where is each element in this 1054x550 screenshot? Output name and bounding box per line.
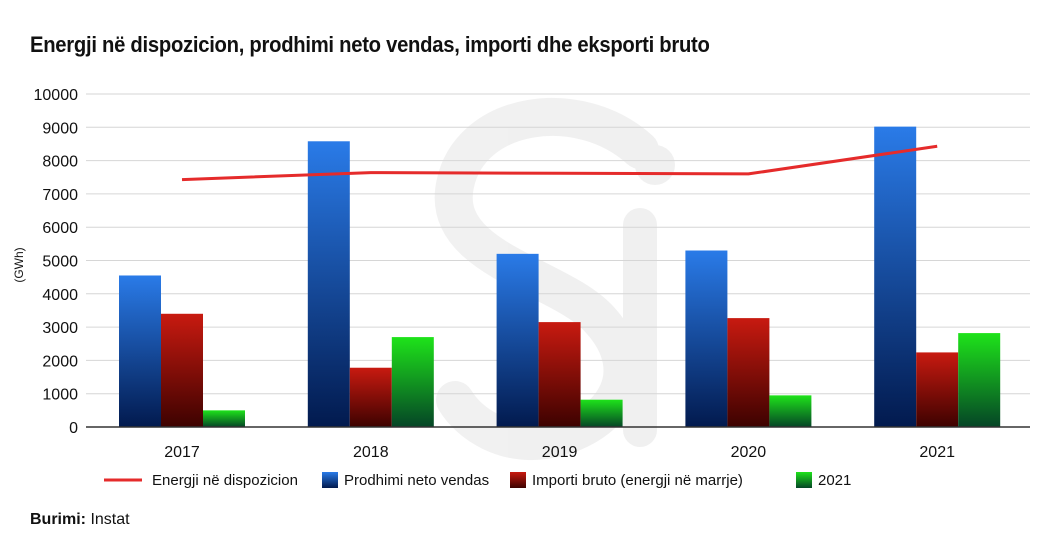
y-tick-label: 8000 [42, 154, 78, 171]
bar-prodhimi [307, 141, 350, 427]
bar-prodhimi [119, 275, 161, 427]
y-tick-label: 10000 [34, 87, 79, 104]
bar-importi [727, 318, 770, 427]
chart-title: Energji në dispozicion, prodhimi neto ve… [30, 32, 710, 57]
bar-series-2021 [580, 399, 623, 427]
y-tick-label: 9000 [42, 120, 78, 137]
bar-series-2021 [769, 395, 812, 427]
legend-swatch [510, 472, 526, 488]
y-tick-label: 7000 [42, 187, 78, 204]
y-tick-label: 4000 [42, 287, 78, 304]
bar-importi [349, 367, 392, 427]
x-tick-label: 2018 [353, 444, 389, 461]
x-tick-label: 2020 [731, 444, 767, 461]
legend-label: Energji në dispozicion [152, 472, 298, 489]
source-label: Burimi: [30, 511, 86, 528]
y-tick-label: 2000 [42, 353, 78, 370]
x-tick-label: 2021 [919, 444, 955, 461]
source-value: Instat [90, 511, 130, 528]
y-tick-label: 3000 [42, 320, 78, 337]
y-tick-label: 6000 [42, 220, 78, 237]
legend-label: Importi bruto (energji në marrje) [532, 472, 743, 489]
legend-swatch [322, 472, 338, 488]
bar-importi [161, 313, 203, 427]
legend-swatch [796, 472, 812, 488]
x-tick-label: 2017 [164, 444, 200, 461]
bar-series-2021 [203, 410, 245, 427]
bar-prodhimi [496, 253, 539, 427]
y-tick-label: 0 [69, 420, 78, 437]
y-tick-label: 1000 [42, 387, 78, 404]
bar-prodhimi [685, 250, 728, 427]
y-tick-label: 5000 [42, 254, 78, 271]
bar-series-2021 [391, 337, 434, 427]
bar-prodhimi [874, 126, 917, 427]
x-tick-label: 2019 [542, 444, 578, 461]
legend-label: Prodhimi neto vendas [344, 472, 489, 489]
source-note: Burimi: Instat [30, 511, 130, 529]
series-line-energji [181, 144, 938, 182]
bar-importi [538, 322, 581, 427]
y-axis-label: (GWh) [12, 247, 26, 282]
legend-label: 2021 [818, 472, 851, 489]
bar-series-2021 [958, 333, 1001, 427]
bar-importi [916, 352, 959, 427]
